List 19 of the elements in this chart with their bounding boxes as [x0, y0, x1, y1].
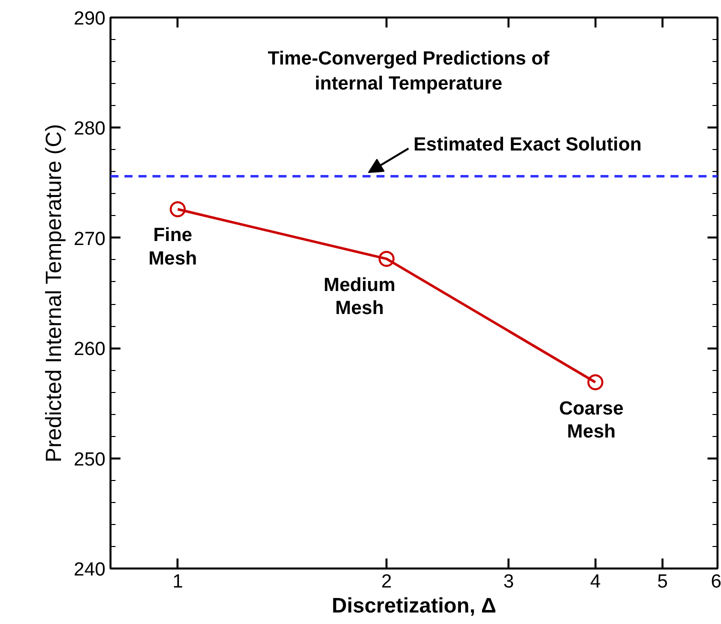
- y-tick-label: 270: [74, 228, 106, 250]
- y-tick-label: 240: [74, 560, 106, 580]
- x-tick-label: 3: [503, 572, 514, 592]
- annotation: Coarse Mesh: [559, 398, 624, 442]
- x-tick-label: 4: [590, 572, 602, 592]
- x-tick-label: 6: [710, 572, 721, 592]
- x-axis-title: Discretization, Δ: [332, 594, 496, 618]
- annotation: Fine Mesh: [148, 225, 198, 270]
- y-tick-label: 280: [74, 118, 106, 140]
- text: Time-Converged Predictions of internal Temperature: [268, 48, 550, 95]
- y-tick-label: 260: [74, 339, 106, 360]
- y-axis-title: Predicted Internal Temperature (C): [40, 124, 66, 462]
- ref-line-label: Estimated Exact Solution: [414, 134, 642, 156]
- y-tick-label: 290: [74, 8, 106, 30]
- x-tick-label: 1: [172, 572, 184, 592]
- annotation: Medium Mesh: [324, 274, 396, 319]
- x-tick-label: 5: [657, 572, 668, 592]
- y-tick-label: 250: [74, 449, 106, 470]
- x-tick-label: 2: [381, 572, 392, 592]
